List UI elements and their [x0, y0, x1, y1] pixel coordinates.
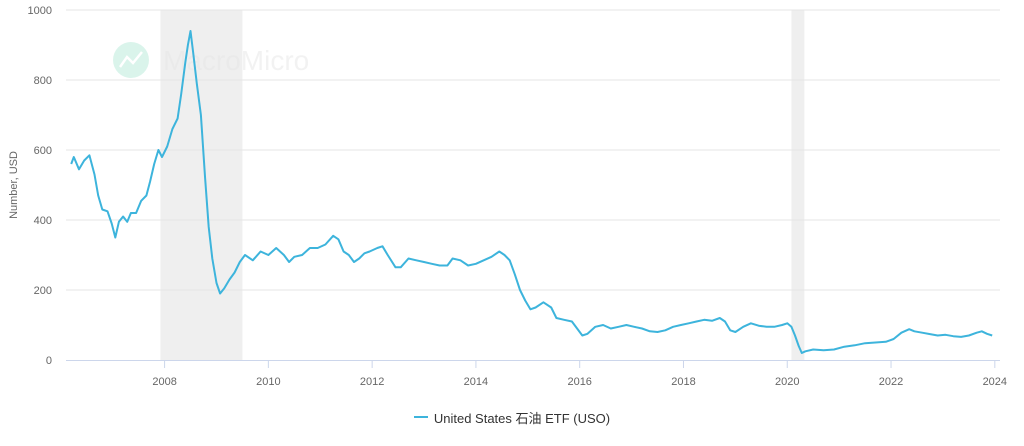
watermark: MacroMicro	[113, 42, 309, 78]
x-tick-label-2020: 2020	[775, 376, 799, 388]
legend-item-uso[interactable]: United States 石油 ETF (USO)	[413, 408, 611, 427]
legend-swatch-icon	[413, 416, 428, 418]
series-line-0	[70, 30, 993, 354]
x-tick-label-2018: 2018	[671, 376, 695, 388]
legend[interactable]: United States 石油 ETF (USO)	[0, 406, 1024, 427]
x-tick-label-2012: 2012	[360, 376, 384, 388]
x-tick-label-2014: 2014	[464, 376, 488, 388]
y-tick-label-600: 600	[34, 145, 52, 157]
x-tick-label-2024: 2024	[983, 376, 1007, 388]
x-tick-label-2008: 2008	[152, 376, 176, 388]
y-tick-label-200: 200	[34, 285, 52, 297]
y-tick-label-1000: 1000	[28, 5, 52, 17]
shaded-range-1	[791, 10, 805, 360]
y-tick-label-0: 0	[46, 355, 52, 367]
watermark-chart-icon	[118, 51, 143, 68]
x-tick-label-2016: 2016	[567, 376, 591, 388]
axes	[66, 360, 1000, 368]
series-layer	[70, 30, 993, 354]
y-tick-labels: 0 200 400 600 800 1000	[28, 5, 52, 367]
x-tick-labels: 2008 2010 2012 2014 2016 2018 2020 2022 2024	[152, 376, 1007, 388]
y-axis-title: Number, USD	[8, 151, 20, 219]
y-gridlines	[66, 9, 1000, 291]
y-tick-label-400: 400	[34, 215, 52, 227]
legend-label: United States 石油 ETF (USO)	[433, 410, 611, 426]
shaded-range-0	[160, 10, 243, 360]
recession-shading	[160, 10, 805, 360]
y-tick-label-800: 800	[34, 75, 52, 87]
x-tick-label-2022: 2022	[879, 376, 903, 388]
x-tick-label-2010: 2010	[256, 376, 280, 388]
